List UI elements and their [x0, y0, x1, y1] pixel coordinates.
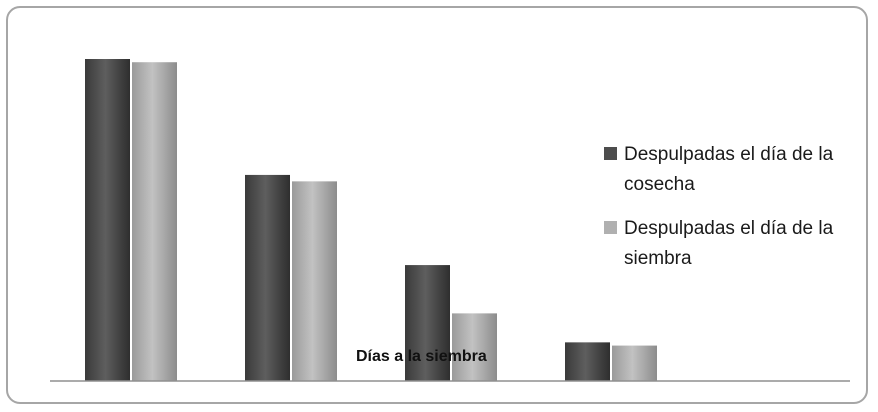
bar-series2-group1 [132, 62, 177, 381]
bars-group [85, 59, 657, 381]
legend-swatch-cosecha [604, 147, 617, 160]
legend-swatch-siembra [604, 221, 617, 234]
legend-label-cosecha: Despulpadas el día de la cosecha [624, 144, 834, 195]
legend: Despulpadas el día de la cosecha Despulp… [604, 140, 866, 288]
legend-item-siembra: Despulpadas el día de la siembra [604, 214, 866, 274]
legend-label-siembra: Despulpadas el día de la siembra [624, 218, 834, 269]
x-axis-title: Días a la siembra [356, 348, 487, 365]
bar-series2-group4 [612, 345, 657, 381]
bar-series1-group4 [565, 342, 610, 381]
bar-series2-group3 [452, 313, 497, 381]
bar-series2-group2 [292, 181, 337, 381]
legend-item-cosecha: Despulpadas el día de la cosecha [604, 140, 866, 200]
bar-series1-group2 [245, 174, 290, 381]
bar-series1-group1 [85, 59, 130, 381]
bar-series1-group3 [405, 265, 450, 381]
